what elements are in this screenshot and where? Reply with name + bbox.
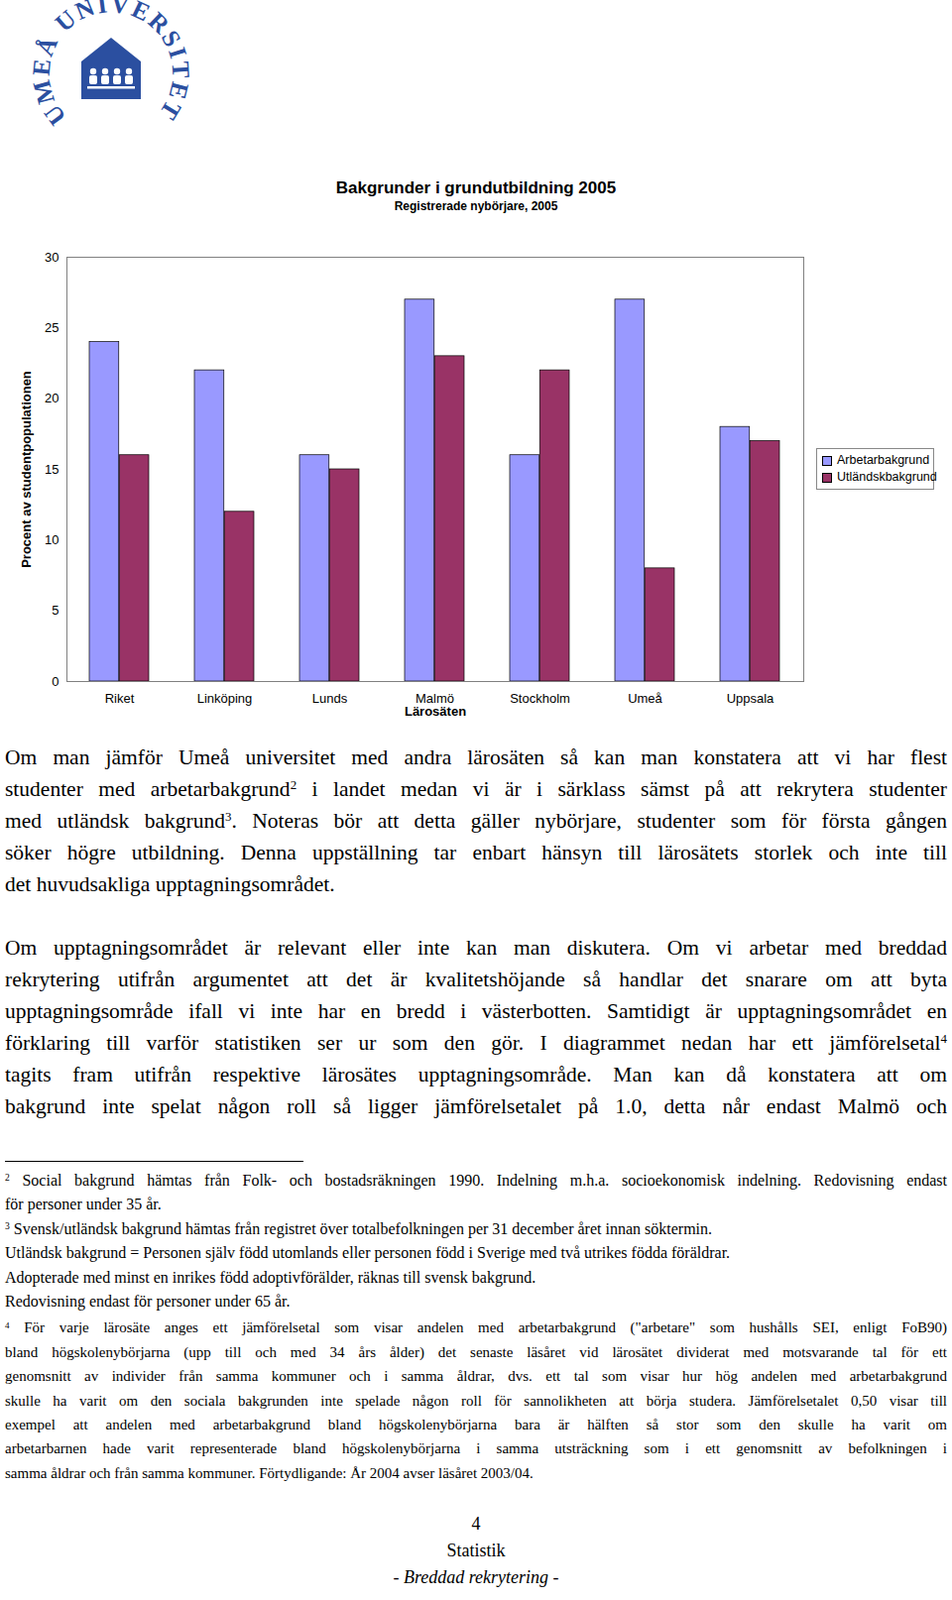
html-text:det huvudsakliga upptagningsom: det huvudsakliga upptagningsområdet. — [4, 872, 335, 897]
html-text:2: 2 — [4, 1171, 10, 1183]
html-text:För varje lärosäte anges ett j: För varje lärosäte anges ett jämförelset… — [23, 1320, 948, 1337]
html-text:arbetarbarnen hade varit repre: arbetarbarnen hade varit representerade … — [4, 1441, 948, 1458]
html-text:Bakgrunder i grundutbildning 2: Bakgrunder i grundutbildning 2005 — [335, 178, 617, 198]
html-text:4: 4 — [471, 1514, 481, 1535]
html-text:söker högre utbildning. Denna: söker högre utbildning. Denna uppställni… — [4, 840, 948, 865]
html-text:Social bakgrund hämtas från Fo: Social bakgrund hämtas från Folk- och bo… — [22, 1172, 948, 1190]
svg-text:15: 15 — [44, 462, 59, 477]
html-text:- Breddad rekrytering -: - Breddad rekrytering - — [393, 1567, 559, 1588]
html-text:4: 4 — [4, 1320, 10, 1331]
svg-text:Linköping: Linköping — [197, 691, 253, 707]
svg-text:Lunds: Lunds — [312, 691, 349, 707]
svg-text:10: 10 — [44, 532, 59, 548]
svg-text:Umeå: Umeå — [627, 691, 663, 707]
svg-text:0: 0 — [51, 674, 59, 690]
html-text:för personer under 35 år.: för personer under 35 år. — [4, 1196, 162, 1214]
svg-text:UMEÅ UNIVERSITET: UMEÅ UNIVERSITET — [27, 0, 196, 131]
svg-text:25: 25 — [44, 320, 59, 336]
html-text:förklaring till varför statist: förklaring till varför statistiken ser u… — [4, 1031, 948, 1056]
svg-text:Procent av studentpopulationen: Procent av studentpopulationen — [18, 370, 34, 569]
html-text:bakgrund inte spelat någon rol: bakgrund inte spelat någon roll så ligge… — [4, 1094, 948, 1119]
svg-text:5: 5 — [51, 602, 59, 618]
svg-text:Lärosäten: Lärosäten — [404, 704, 467, 719]
html-text:genomsnitt av individer från s: genomsnitt av individer från samma kommu… — [4, 1368, 948, 1385]
html-text:samma åldrar och från samma ko: samma åldrar och från samma kommuner. Fö… — [4, 1465, 534, 1482]
svg-text:30: 30 — [44, 249, 59, 265]
html-text:Arbetarbakgrund: Arbetarbakgrund — [836, 453, 930, 468]
html-text:Utländskbakgrund: Utländskbakgrund — [836, 470, 937, 484]
html-text:Utländsk bakgrund = Personen s: Utländsk bakgrund = Personen själv född … — [4, 1244, 730, 1262]
html-text:upptagningsområde ifall vi int: upptagningsområde ifall vi inte har en b… — [4, 999, 948, 1024]
html-text:med utländsk bakgrund3. Notera: med utländsk bakgrund3. Noteras bör att … — [4, 809, 948, 833]
svg-text:Stockholm: Stockholm — [509, 691, 571, 707]
html-text:Redovisning endast för persone: Redovisning endast för personer under 65… — [4, 1293, 291, 1310]
html-text:Registrerade nybörjare, 2005: Registrerade nybörjare, 2005 — [394, 199, 558, 214]
svg-text:Riket: Riket — [105, 691, 135, 707]
html-text:Om man jämför Umeå universitet: Om man jämför Umeå universitet med andra… — [4, 745, 948, 770]
html-text:Adopterade med minst en inrike: Adopterade med minst en inrikes född ado… — [4, 1268, 536, 1286]
html-text:Statistik: Statistik — [446, 1541, 506, 1561]
html-text:studenter med arbetarbakgrund2: studenter med arbetarbakgrund2i landet m… — [4, 777, 948, 802]
html-text:bland högskolenybörjarna (upp: bland högskolenybörjarna (upp till och m… — [4, 1344, 948, 1361]
svg-text:Uppsala: Uppsala — [726, 691, 775, 707]
svg-text:Malmö: Malmö — [415, 690, 455, 706]
html-text:tagits fram utifrån respektive: tagits fram utifrån respektive lärosätes… — [4, 1063, 948, 1087]
html-text:Om upptagningsområdet är relev: Om upptagningsområdet är relevant eller … — [4, 936, 948, 960]
html-text:exempel att andelen med arbeta: exempel att andelen med arbetarbakgrund … — [4, 1417, 948, 1434]
html-text:3 Svensk/utländsk bakgrund häm: 3 Svensk/utländsk bakgrund hämtas från r… — [4, 1220, 713, 1238]
html-text:skulle ha varit om den sociala: skulle ha varit om den sociala bakgrunde… — [4, 1392, 948, 1409]
html-text:rekrytering utifrån argumentet: rekrytering utifrån argumentet att det ä… — [4, 967, 948, 992]
svg-text:20: 20 — [44, 390, 59, 406]
